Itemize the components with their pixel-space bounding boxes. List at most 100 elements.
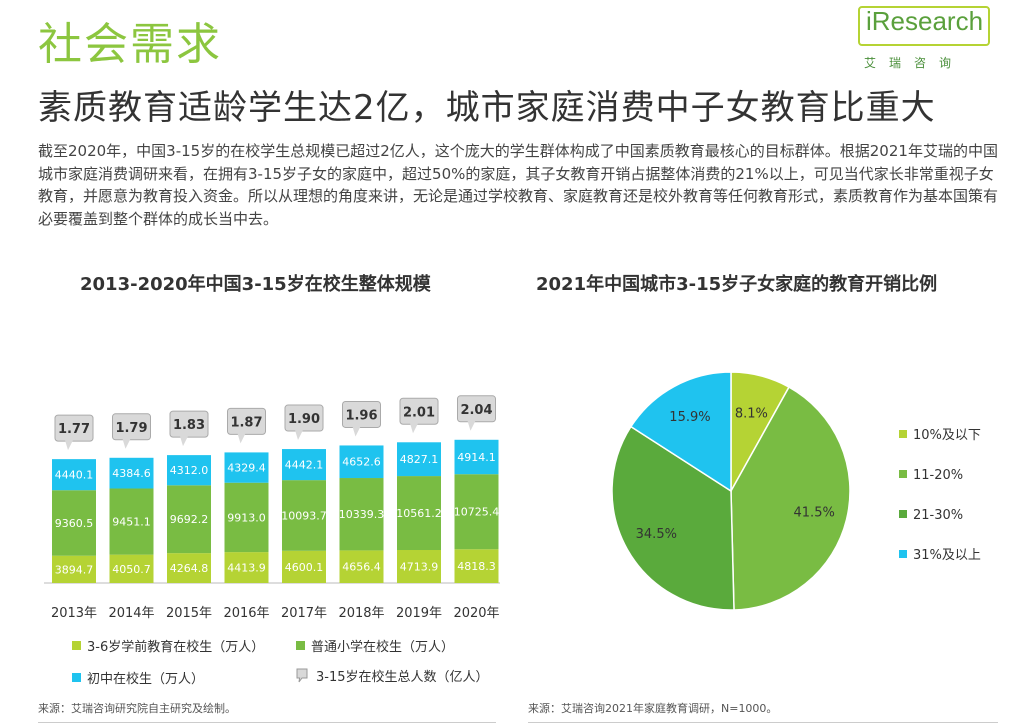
logo-wordmark: iResearch xyxy=(866,6,984,36)
bar-value-label: 3894.7 xyxy=(55,563,94,576)
bar-segment xyxy=(454,439,499,475)
pie-slice-label: 34.5% xyxy=(636,527,677,542)
bar-segment xyxy=(397,476,441,551)
total-callout-pointer xyxy=(410,423,418,434)
bar-chart-title: 2013-2020年中国3-15岁在校生整体规模 xyxy=(80,274,431,295)
total-callout-box xyxy=(284,404,324,432)
bar-value-label: 4713.9 xyxy=(400,561,439,574)
total-callout-pointer xyxy=(467,420,476,431)
bar-segment xyxy=(282,550,326,583)
total-callout-pointer xyxy=(352,426,361,437)
bar-value-label: 4312.0 xyxy=(170,464,209,477)
bar-value-label: 10339.3 xyxy=(339,508,385,521)
pie-legend-label: 11-20% xyxy=(913,468,963,483)
total-callout-pointer xyxy=(180,436,188,447)
category-label: 2017年 xyxy=(281,606,327,621)
total-callout-box xyxy=(112,413,151,441)
bar-value-label: 4600.1 xyxy=(285,561,324,574)
category-label: 2014年 xyxy=(108,606,154,621)
pie-slice xyxy=(730,386,851,611)
bar-value-label: 4914.1 xyxy=(457,451,496,464)
total-value-label: 1.87 xyxy=(230,415,262,430)
total-callout-box xyxy=(169,410,209,438)
legend-label-total: 3-15岁在校生总人数（亿人） xyxy=(316,670,489,685)
bar-segment xyxy=(397,442,441,477)
category-label: 2019年 xyxy=(396,606,442,621)
pie-legend-label: 10%及以下 xyxy=(913,428,981,443)
pie-chart: 8.1% 10%及以下 41.5% 11-20% 34.5% 21-30% 15.9% 31%… xyxy=(611,371,981,611)
bar-value-label: 4818.3 xyxy=(457,560,496,573)
bar-segment xyxy=(339,550,384,583)
category-label: 2015年 xyxy=(166,606,212,621)
bar-value-label: 4827.1 xyxy=(400,453,439,466)
bar-value-label: 4050.7 xyxy=(112,563,151,576)
callout-legend-icon xyxy=(296,668,308,682)
bar-value-label: 9692.2 xyxy=(170,513,209,526)
bar-segment xyxy=(454,474,499,550)
legend-item-primary: 普通小学在校生（万人） xyxy=(296,636,454,655)
category-label: 2020年 xyxy=(453,606,499,621)
pie-chart-source: 来源：艾瑞咨询2021年家庭教育调研，N=1000。 xyxy=(528,702,778,715)
total-value-label: 1.96 xyxy=(345,408,377,423)
bar-segment xyxy=(52,555,96,583)
bar-segment xyxy=(339,478,384,551)
total-callout-pointer xyxy=(295,430,303,441)
iresearch-logo: iResearch 艾瑞咨询 xyxy=(858,4,998,74)
bar-value-label: 9913.0 xyxy=(227,511,266,524)
legend-swatch-junior xyxy=(72,673,81,682)
total-callout-box xyxy=(227,407,266,435)
intro-paragraph: 截至2020年，中国3-15岁的在校学生总规模已超过2亿人，这个庞大的学生群体构… xyxy=(38,142,999,228)
total-value-label: 2.04 xyxy=(460,403,492,418)
legend-swatch-preschool xyxy=(72,641,81,650)
total-value-label: 1.79 xyxy=(115,421,147,436)
pie-slice-label: 8.1% xyxy=(735,407,768,422)
bar-segment xyxy=(167,553,211,583)
category-label: 2018年 xyxy=(338,606,384,621)
bar-value-label: 10561.2 xyxy=(396,507,442,520)
bar-value-label: 10093.7 xyxy=(281,509,327,522)
category-label: 2013年 xyxy=(51,606,97,621)
pie-legend-swatch xyxy=(899,510,907,518)
bar-segment xyxy=(454,549,499,583)
bar-segment xyxy=(397,550,441,583)
left-source-divider xyxy=(38,722,496,723)
bar-segment xyxy=(109,457,154,489)
bar-segment xyxy=(167,485,211,554)
section-title: 社会需求 xyxy=(38,19,222,70)
bar-segment xyxy=(224,482,269,553)
pie-legend-label: 21-30% xyxy=(913,508,963,523)
bar-value-label: 4442.1 xyxy=(285,459,324,472)
bar-value-label: 4652.6 xyxy=(342,456,381,469)
legend-label-junior: 初中在校生（万人） xyxy=(87,672,205,687)
page-headline: 素质教育适龄学生达2亿，城市家庭消费中子女教育比重大 xyxy=(38,88,936,128)
total-callout-pointer xyxy=(237,433,246,444)
total-callout-box xyxy=(342,400,381,428)
bar-segment xyxy=(52,490,96,556)
right-source-divider xyxy=(528,722,998,723)
bar-segment xyxy=(224,552,269,583)
bar-segment xyxy=(224,452,269,483)
bar-value-label: 4413.9 xyxy=(227,562,266,575)
legend-item-preschool: 3-6岁学前教育在校生（万人） xyxy=(72,636,264,655)
total-callout-box xyxy=(399,397,439,425)
total-callout-pointer xyxy=(122,438,131,449)
pie-legend-swatch xyxy=(899,470,907,478)
pie-slice xyxy=(629,371,732,493)
bar-value-label: 4264.8 xyxy=(170,562,209,575)
bar-value-label: 10725.4 xyxy=(454,506,500,519)
total-value-label: 2.01 xyxy=(403,405,435,420)
bar-chart-source: 来源：艾瑞咨询研究院自主研究及绘制。 xyxy=(38,702,236,715)
total-callout-box xyxy=(54,414,94,442)
total-callout-box xyxy=(457,395,496,423)
bar-value-label: 9451.1 xyxy=(112,516,151,529)
bar-value-label: 4656.4 xyxy=(342,561,381,574)
stacked-bar-chart: 3894.7 9360.5 4440.1 1.77 2013年 4050.7 9451.1 4… xyxy=(44,395,500,621)
pie-legend-swatch xyxy=(899,430,907,438)
pie-slice-label: 15.9% xyxy=(669,410,710,425)
total-value-label: 1.83 xyxy=(173,418,205,433)
bar-segment xyxy=(167,455,211,486)
logo-subtitle: 艾瑞咨询 xyxy=(864,56,965,70)
bar-segment xyxy=(282,480,326,551)
legend-swatch-primary xyxy=(296,641,305,650)
pie-slice xyxy=(611,425,735,611)
